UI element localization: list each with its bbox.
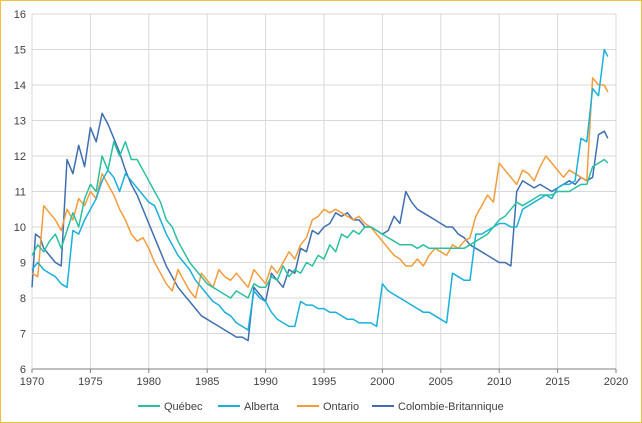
x-tick-label: 1970 <box>20 376 44 388</box>
legend: Québec Alberta Ontario Colombie-Britannique <box>138 401 504 413</box>
x-tick-label: 1985 <box>195 376 219 388</box>
series-line-alberta <box>31 48 609 331</box>
x-tick-label: 2000 <box>370 376 394 388</box>
legend-item: Québec <box>138 401 203 413</box>
y-tick-label: 9 <box>20 258 26 270</box>
y-tick-label: 11 <box>15 187 26 199</box>
y-tick-label: 14 <box>14 80 26 92</box>
x-tick-label: 2010 <box>487 376 511 388</box>
y-tick-label: 12 <box>14 151 26 163</box>
series-line-qu-bec <box>31 141 609 299</box>
y-tick-label: 13 <box>14 116 26 128</box>
x-tick-label: 2015 <box>545 376 569 388</box>
legend-label: Ontario <box>323 401 359 413</box>
x-tick-label: 2005 <box>429 376 453 388</box>
y-tick-label: 10 <box>14 222 26 234</box>
legend-item: Colombie-Britannique <box>372 401 504 413</box>
legend-label: Alberta <box>244 401 280 413</box>
y-tick-label: 16 <box>14 9 26 21</box>
x-tick-labels: 1970 1975 1980 1985 1990 1995 2000 2005 2010 2015… <box>20 376 628 388</box>
axes <box>31 14 617 373</box>
series-line-ontario <box>31 77 609 299</box>
y-tick-label: 7 <box>20 329 26 341</box>
x-tick-label: 1990 <box>253 376 277 388</box>
y-tick-label: 15 <box>14 45 26 57</box>
y-tick-labels: 6 7 8 9 10 11 12 13 14 15 16 <box>14 9 26 376</box>
x-tick-label: 1995 <box>312 376 336 388</box>
x-tick-label: 1980 <box>137 376 161 388</box>
legend-item: Alberta <box>218 401 280 413</box>
legend-label: Québec <box>164 401 203 413</box>
legend-label: Colombie-Britannique <box>398 401 504 413</box>
legend-item: Ontario <box>297 401 359 413</box>
y-tick-label: 8 <box>20 293 26 305</box>
series-lines <box>31 48 609 342</box>
x-tick-label: 2020 <box>604 376 628 388</box>
series-line-colombie-britannique <box>31 112 609 342</box>
x-tick-label: 1975 <box>78 376 102 388</box>
y-tick-label: 6 <box>20 364 26 376</box>
